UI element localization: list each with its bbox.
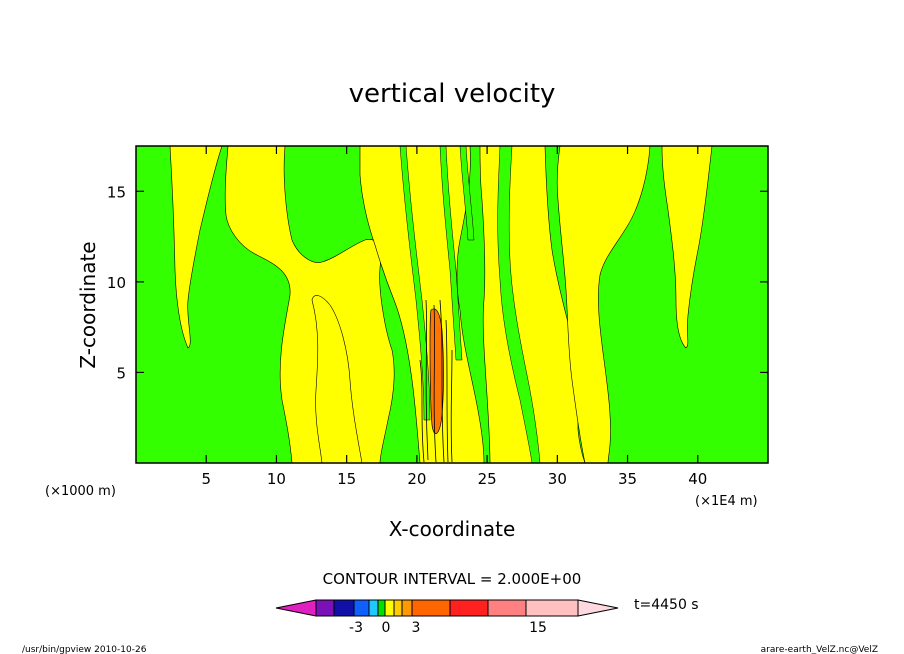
colorbar-cell: [411, 599, 451, 617]
x-tick-label: 20: [407, 470, 426, 488]
colorbar-cell: [449, 599, 489, 617]
x-tick-label: 10: [267, 470, 286, 488]
colorbar-tick-label: 0: [382, 620, 391, 636]
green-stripe-2: [439, 145, 463, 361]
x-tick-label: 5: [201, 470, 211, 488]
footer-right: arare-earth_VelZ.nc@VelZ: [761, 645, 878, 654]
colorbar-cell: [401, 599, 413, 617]
colorbar-cell: [525, 599, 579, 617]
x-unit-right: (×1E4 m): [695, 494, 758, 509]
x-unit-left: (×1000 m): [45, 484, 116, 499]
y-axis-label: Z-coordinate: [76, 241, 100, 368]
time-text: t=4450 s: [634, 597, 699, 613]
chart-title: vertical velocity: [349, 79, 556, 109]
x-tick-label: 40: [688, 470, 707, 488]
colorbar-tick-label: 3: [412, 620, 421, 636]
colorbar-cell: [353, 599, 370, 617]
x-tick-label: 25: [478, 470, 497, 488]
contour-field: [136, 145, 768, 464]
yellow-region-left-center: [224, 145, 395, 464]
y-tick-label: 15: [107, 183, 126, 201]
y-tick-label: 10: [107, 274, 126, 292]
contour-interval-text: CONTOUR INTERVAL = 2.000E+00: [323, 570, 582, 588]
colorbar-cell: [384, 599, 395, 617]
y-axis-ticks: 5 10 15: [107, 183, 768, 382]
footer-left: /usr/bin/gpview 2010-10-26: [22, 645, 147, 654]
yellow-region-left: [169, 145, 223, 349]
x-tick-label: 35: [618, 470, 637, 488]
colorbar-arrow-right: [577, 599, 619, 617]
colorbar-tick-label: -3: [349, 620, 363, 636]
green-stripe-3: [459, 145, 475, 241]
colorbar-cell: [377, 599, 386, 617]
colorbar-cell: [487, 599, 527, 617]
yellow-region-right: [556, 145, 651, 464]
colorbar-cell: [315, 599, 335, 617]
plot-frame: [135, 145, 769, 464]
colorbar-cell: [333, 599, 355, 617]
turbulent-contours: [419, 299, 453, 463]
orange-core: [429, 308, 444, 435]
colorbar-tick-label: 15: [529, 620, 547, 636]
x-axis-ticks: 5 10 15 20 25 30 35 40: [201, 146, 707, 488]
colorbar-cell: [393, 599, 403, 617]
yellow-region-center-left: [311, 295, 363, 464]
x-tick-label: 15: [337, 470, 356, 488]
yellow-region-far-right: [661, 145, 713, 349]
colorbar: -3 0 3 15: [275, 599, 619, 636]
x-tick-label: 30: [548, 470, 567, 488]
green-stripe-1: [399, 145, 431, 421]
colorbar-cell: [368, 599, 379, 617]
x-axis-label: X-coordinate: [389, 517, 516, 541]
colorbar-arrow-left: [275, 599, 317, 617]
y-tick-label: 5: [116, 364, 126, 382]
